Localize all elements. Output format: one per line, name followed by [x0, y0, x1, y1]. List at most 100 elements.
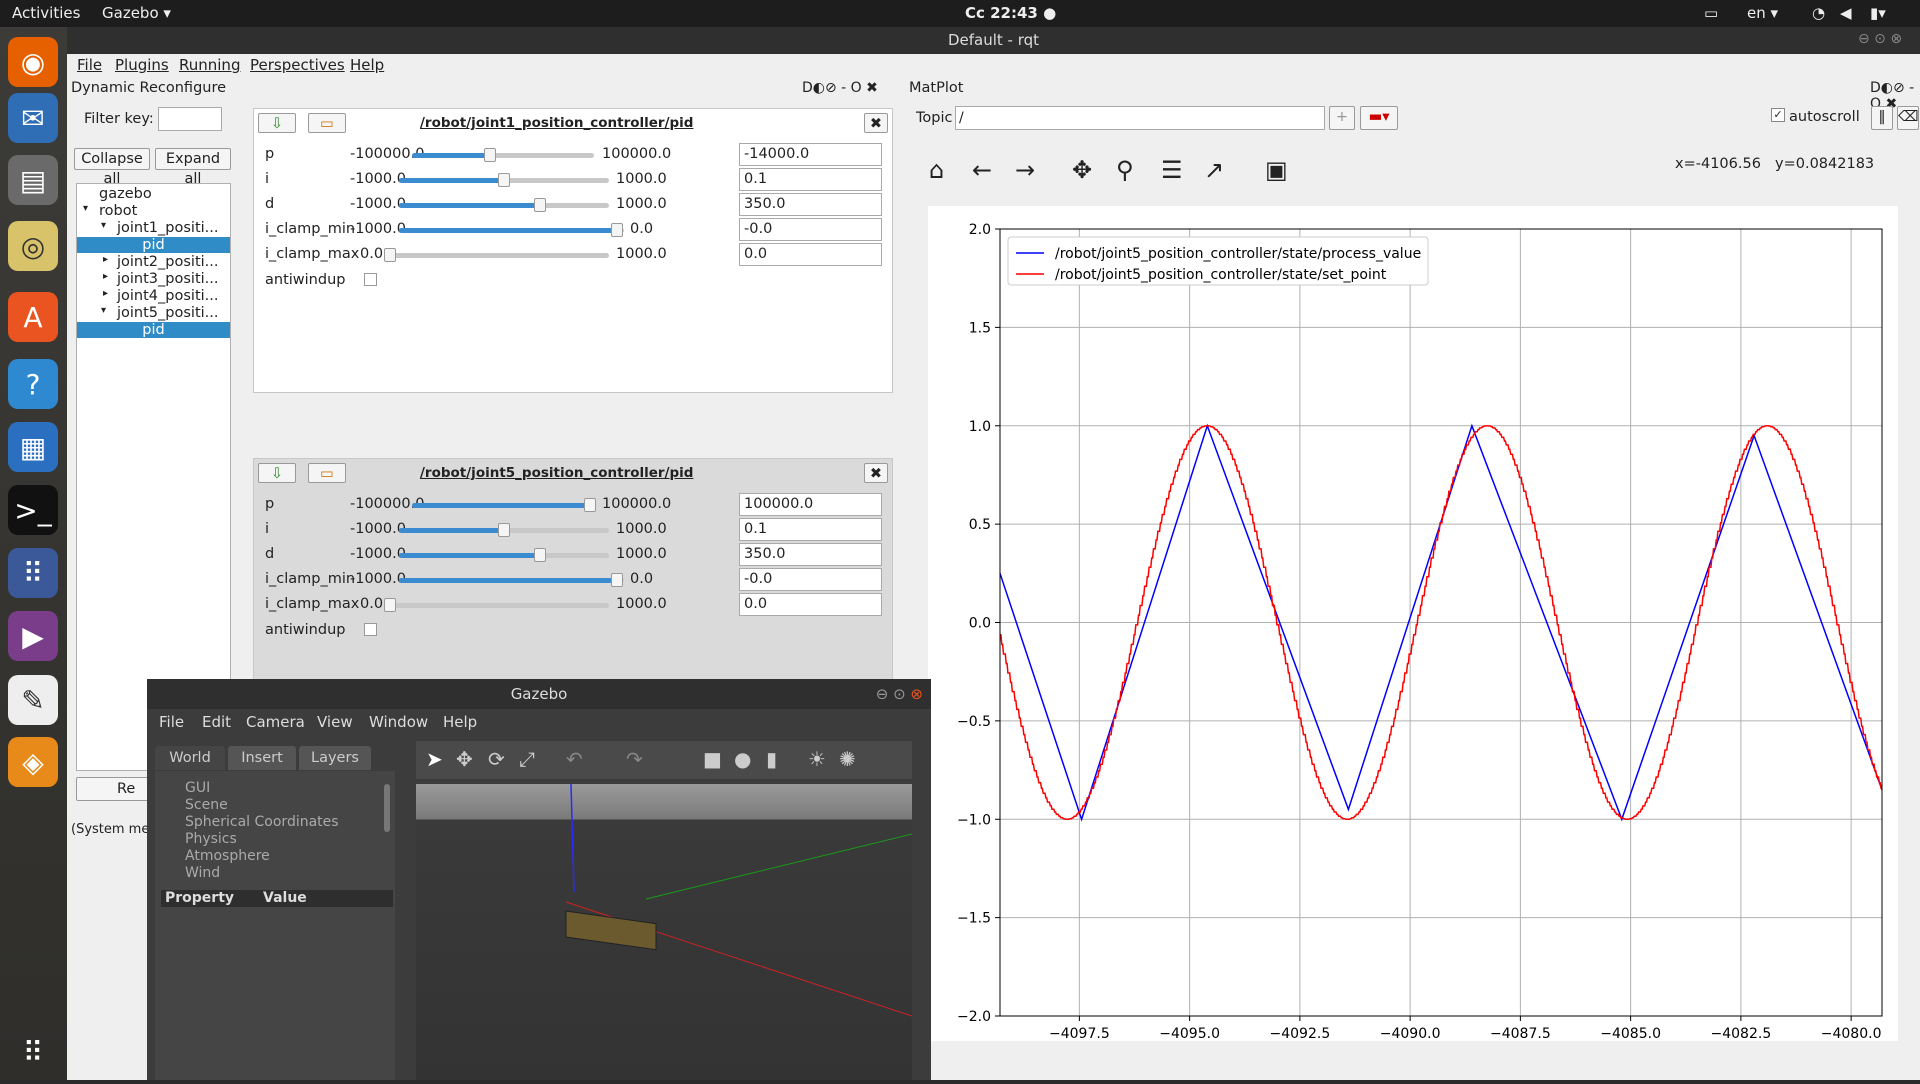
back-icon[interactable]: ←: [972, 156, 993, 184]
menu-perspectives[interactable]: Perspectives: [250, 56, 345, 74]
topic-input[interactable]: /: [955, 106, 1325, 130]
filter-key-input[interactable]: [158, 107, 222, 131]
firefox-icon[interactable]: ◉: [8, 37, 58, 87]
tree-item-robot[interactable]: robot: [99, 203, 138, 219]
clear-icon[interactable]: ⌫: [1897, 106, 1919, 130]
tree-item-joint2[interactable]: joint2_positi...: [117, 254, 219, 270]
autoscroll-checkbox[interactable]: ✓: [1771, 108, 1785, 122]
plot-canvas[interactable]: [928, 206, 1898, 1041]
app-menu[interactable]: Gazebo ▾: [102, 4, 171, 22]
param-slider[interactable]: [399, 548, 609, 562]
apps-grid-icon[interactable]: ⠿: [8, 548, 58, 598]
language-indicator[interactable]: en ▾: [1747, 4, 1779, 22]
select-mode-icon[interactable]: ➤: [426, 747, 443, 771]
undo-icon[interactable]: ↶: [566, 747, 583, 771]
menu-plugins[interactable]: Plugins: [115, 56, 169, 74]
cylinder-shape-icon[interactable]: ▮: [766, 747, 778, 771]
param-value-input[interactable]: 350.0: [739, 543, 882, 566]
battery-icon[interactable]: ▮▾: [1870, 4, 1886, 22]
world-item-scene[interactable]: Scene: [185, 797, 228, 813]
tree-item-joint4[interactable]: joint4_positi...: [117, 288, 219, 304]
show-applications-icon[interactable]: ⠿: [22, 1035, 44, 1069]
activities-button[interactable]: Activities: [12, 4, 81, 22]
translate-mode-icon[interactable]: ✥: [456, 747, 473, 771]
expand-arrow-icon[interactable]: ▸: [103, 254, 109, 265]
video-icon[interactable]: ▶: [8, 611, 58, 661]
param-slider[interactable]: [399, 173, 609, 187]
writer-icon[interactable]: ▦: [8, 422, 58, 472]
menu-help[interactable]: Help: [350, 56, 385, 74]
terminal-icon[interactable]: >_: [8, 485, 58, 535]
scale-mode-icon[interactable]: ⤢: [519, 747, 535, 771]
tree-item-joint5-pid[interactable]: pid: [77, 322, 230, 338]
open-folder-icon[interactable]: ▭: [308, 113, 346, 133]
param-value-input[interactable]: 0.1: [739, 518, 882, 541]
tab-insert[interactable]: Insert: [228, 746, 296, 770]
tree-item-gazebo[interactable]: gazebo: [99, 186, 152, 202]
refresh-button[interactable]: Re: [76, 777, 156, 801]
redo-icon[interactable]: ↷: [626, 747, 643, 771]
tree-item-joint5[interactable]: joint5_positi...: [117, 305, 219, 321]
expand-arrow-icon[interactable]: ▾: [101, 220, 107, 231]
home-icon[interactable]: ⌂: [929, 156, 945, 184]
robot-model[interactable]: [565, 910, 657, 951]
clock[interactable]: Cc 22:43 ●: [965, 4, 1057, 22]
param-slider[interactable]: [399, 198, 609, 212]
configure-subplots-icon[interactable]: ☰: [1161, 156, 1183, 184]
expand-arrow-icon[interactable]: ▾: [101, 305, 107, 316]
param-value-input[interactable]: 0.0: [739, 593, 882, 616]
save-config-icon[interactable]: ⇩: [258, 463, 296, 483]
sphere-shape-icon[interactable]: ●: [734, 747, 752, 771]
gz-menu-window[interactable]: Window: [369, 713, 429, 731]
world-scrollbar[interactable]: [384, 784, 390, 832]
param-slider[interactable]: [399, 223, 624, 237]
world-item-wind[interactable]: Wind: [185, 865, 221, 881]
gz-menu-edit[interactable]: Edit: [202, 713, 232, 731]
param-slider[interactable]: [384, 248, 609, 262]
gz-menu-camera[interactable]: Camera: [246, 713, 305, 731]
gazebo-window-controls[interactable]: ⊖ ⊙ ⊗: [875, 685, 923, 703]
collapse-all-button[interactable]: Collapse all: [74, 148, 150, 187]
param-slider[interactable]: [384, 598, 609, 612]
edit-curves-icon[interactable]: ↗: [1204, 156, 1225, 184]
rotate-mode-icon[interactable]: ⟳: [488, 747, 505, 771]
param-value-input[interactable]: -0.0: [739, 568, 882, 591]
spot-light-icon[interactable]: ✺: [839, 747, 856, 771]
save-figure-icon[interactable]: ▣: [1265, 156, 1288, 184]
tab-world[interactable]: World: [155, 746, 225, 770]
zoom-icon[interactable]: ⚲: [1116, 156, 1134, 184]
world-item-spherical[interactable]: Spherical Coordinates: [185, 814, 339, 830]
param-value-input[interactable]: 350.0: [739, 193, 882, 216]
rhythmbox-icon[interactable]: ◎: [8, 221, 58, 271]
wifi-icon[interactable]: ◔: [1812, 4, 1826, 22]
param-value-input[interactable]: -0.0: [739, 218, 882, 241]
world-item-gui[interactable]: GUI: [185, 780, 211, 796]
world-item-physics[interactable]: Physics: [185, 831, 237, 847]
pan-icon[interactable]: ✥: [1072, 156, 1093, 184]
param-value-input[interactable]: -14000.0: [739, 143, 882, 166]
menu-file[interactable]: File: [77, 56, 103, 74]
param-slider[interactable]: [412, 498, 596, 512]
expand-arrow-icon[interactable]: ▾: [83, 203, 89, 214]
add-topic-icon[interactable]: +: [1329, 106, 1355, 130]
expand-all-button[interactable]: Expand all: [155, 148, 231, 187]
param-value-input[interactable]: 100000.0: [739, 493, 882, 516]
thunderbird-icon[interactable]: ✉: [8, 93, 58, 143]
antiwindup-checkbox[interactable]: [364, 623, 377, 636]
files-icon[interactable]: ▤: [8, 155, 58, 205]
gz-menu-view[interactable]: View: [317, 713, 353, 731]
point-light-icon[interactable]: ☀: [808, 747, 826, 771]
text-editor-icon[interactable]: ✎: [8, 675, 58, 725]
box-shape-icon[interactable]: ■: [703, 747, 722, 771]
save-config-icon[interactable]: ⇩: [258, 113, 296, 133]
tree-item-joint1-pid[interactable]: pid: [77, 237, 230, 253]
forward-icon[interactable]: →: [1015, 156, 1036, 184]
help-icon[interactable]: ?: [8, 359, 58, 409]
close-panel-icon[interactable]: ✖: [864, 113, 888, 133]
expand-arrow-icon[interactable]: ▸: [103, 288, 109, 299]
menu-running[interactable]: Running: [179, 56, 241, 74]
gz-menu-file[interactable]: File: [159, 713, 185, 731]
param-slider[interactable]: [399, 523, 609, 537]
dr-title-buttons[interactable]: D◐⊘ - O ✖: [802, 80, 878, 96]
tab-layers[interactable]: Layers: [299, 746, 371, 770]
